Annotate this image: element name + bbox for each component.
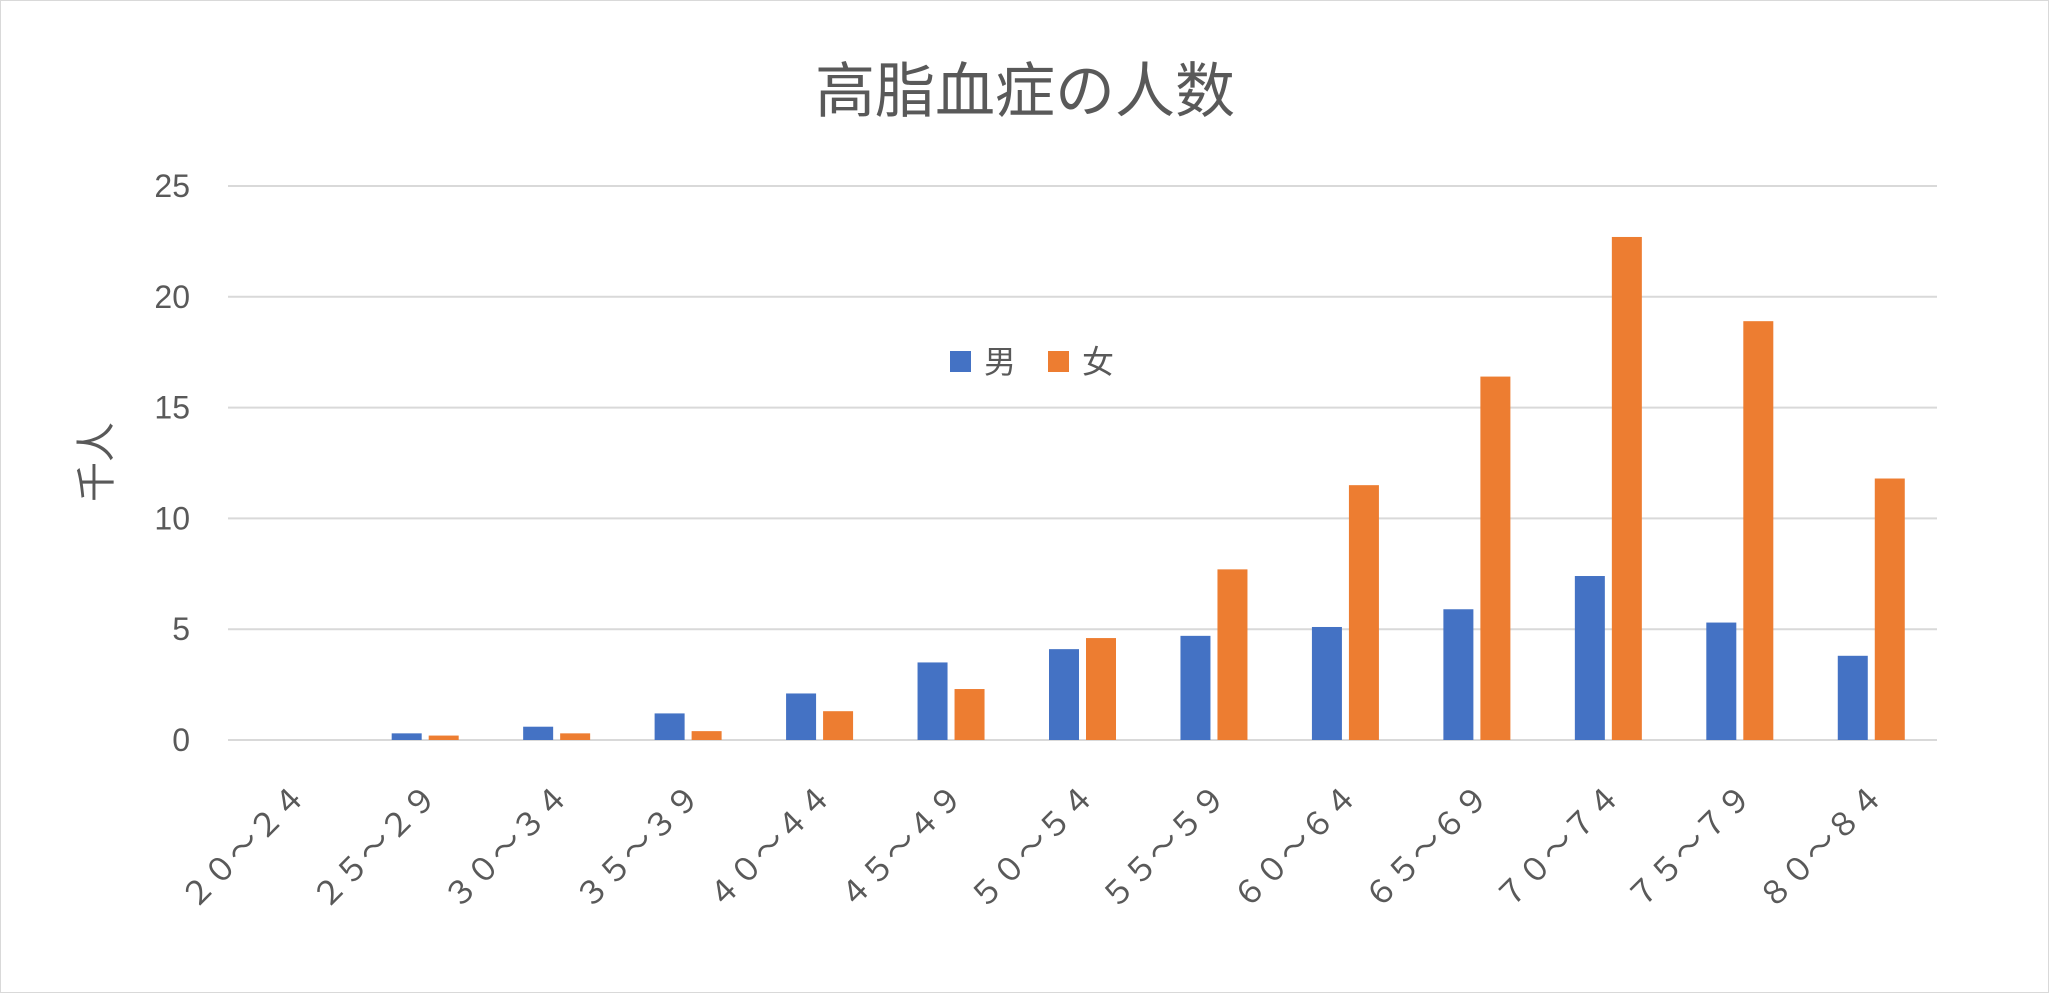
bar-female: [560, 733, 591, 740]
x-tick-label: ６５～６９: [1357, 777, 1497, 917]
y-tick-label: 25: [154, 168, 190, 204]
bar-female: [428, 735, 459, 740]
bar-female: [1086, 638, 1116, 740]
gridlines: [228, 185, 1937, 741]
y-tick-label: 5: [172, 611, 190, 647]
x-tick-label: ２０～２４: [173, 777, 313, 917]
bar-male: [1049, 649, 1079, 740]
legend-label-female: 女: [1082, 343, 1114, 381]
chart-title: 高脂血症の人数: [815, 57, 1235, 127]
x-tick-label: ３０～３４: [436, 777, 576, 917]
bar-female: [1743, 321, 1774, 740]
bar-male: [786, 693, 817, 740]
bar-male: [1180, 635, 1211, 740]
bar-male: [654, 713, 685, 740]
bar-male: [1443, 609, 1474, 740]
bar-female: [691, 731, 722, 740]
bar-male: [523, 726, 554, 740]
x-tick-label: ４０～４４: [699, 777, 839, 917]
bar-male: [1574, 576, 1605, 740]
x-tick-label: ５０～５４: [962, 777, 1102, 917]
x-tick-label: ５５～５９: [1094, 777, 1234, 917]
y-tick-label: 20: [154, 279, 190, 315]
y-axis-ticks: 0 5 10 15 20 25: [154, 168, 190, 758]
bar-female: [823, 711, 854, 740]
x-tick-label: ４５～４９: [831, 777, 971, 917]
x-tick-label: ８０～８４: [1751, 777, 1891, 917]
legend-label-male: 男: [984, 343, 1016, 381]
bar-male: [1837, 655, 1868, 740]
y-axis-label: 千人: [74, 422, 120, 502]
bar-female: [1611, 236, 1642, 740]
bar-male: [1706, 622, 1737, 740]
x-tick-label: ２５～２９: [305, 777, 445, 917]
bars: [391, 236, 1905, 740]
bar-female: [1348, 485, 1379, 740]
y-tick-label: 10: [154, 500, 190, 536]
y-tick-label: 15: [154, 390, 190, 426]
bar-female: [954, 689, 985, 740]
bar-female: [1480, 376, 1511, 740]
x-tick-label: ７０～７４: [1488, 777, 1628, 917]
x-tick-label: ３５～３９: [568, 777, 708, 917]
legend-swatch-male: [950, 351, 971, 372]
bar-female: [1874, 478, 1905, 740]
y-tick-label: 0: [172, 722, 190, 758]
bar-male: [391, 733, 422, 740]
x-axis-ticks: ２０～２４２５～２９３０～３４３５～３９４０～４４４５～４９５０～５４５５～５９…: [173, 777, 1891, 917]
legend-swatch-female: [1048, 351, 1069, 372]
legend: 男女: [950, 343, 1114, 381]
bar-male: [917, 662, 948, 740]
bar-female: [1217, 569, 1248, 740]
x-tick-label: ６０～６４: [1225, 777, 1365, 917]
x-tick-label: ７５～７９: [1619, 777, 1759, 917]
bar-male: [1311, 626, 1342, 740]
